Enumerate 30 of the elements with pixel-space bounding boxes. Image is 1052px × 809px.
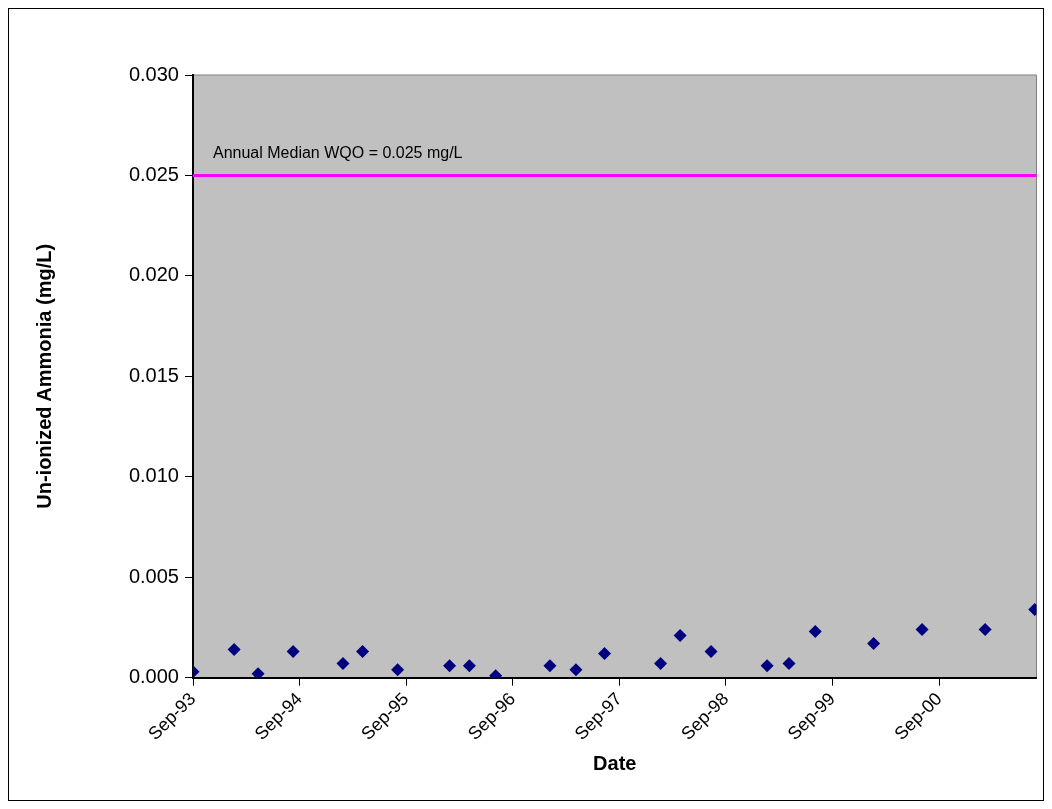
point: [227, 643, 241, 657]
y-tick-label: 0.000: [128, 665, 179, 688]
point: [356, 645, 370, 659]
y-tick-label: 0.030: [128, 62, 179, 85]
y-tick-label: 0.005: [128, 564, 179, 587]
point: [569, 663, 583, 677]
point: [782, 657, 796, 671]
point: [336, 657, 350, 671]
y-tick-label: 0.025: [128, 162, 179, 185]
point: [978, 622, 992, 636]
point: [391, 663, 405, 677]
point: [704, 645, 718, 659]
y-tick-label: 0.015: [128, 363, 179, 386]
y-axis-title: Un-ionized Ammonia (mg/L): [32, 243, 55, 509]
x-axis-title: Date: [593, 751, 637, 774]
point: [808, 624, 822, 638]
y-tick-label: 0.010: [128, 464, 179, 487]
point: [443, 659, 457, 673]
point: [462, 659, 476, 673]
point: [654, 657, 668, 671]
point: [543, 659, 557, 673]
point: [598, 647, 612, 661]
ref-line-label: Annual Median WQO = 0.025 mg/L: [213, 143, 463, 161]
point: [286, 645, 300, 659]
point: [915, 622, 929, 636]
point: [673, 629, 687, 642]
y-tick-label: 0.020: [128, 263, 179, 286]
point: [867, 637, 881, 651]
point: [760, 659, 774, 673]
point: [251, 667, 265, 678]
